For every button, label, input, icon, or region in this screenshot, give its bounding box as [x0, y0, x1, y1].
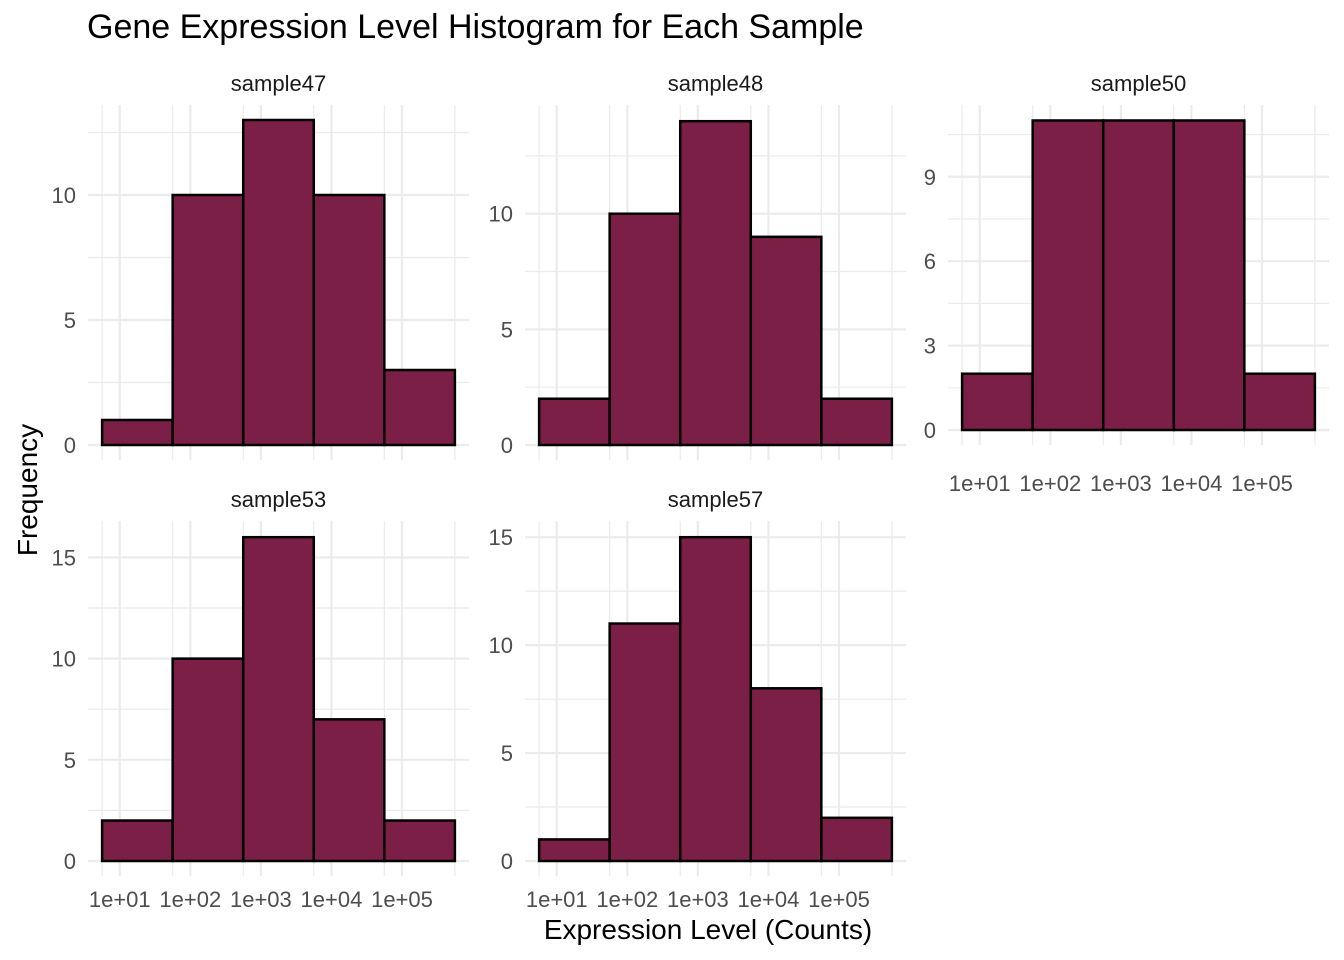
- histogram-bar: [171, 193, 245, 447]
- histogram-bar: [537, 397, 611, 447]
- x-tick-label: 1e+01: [89, 887, 151, 912]
- x-tick-label: 1e+01: [949, 471, 1011, 496]
- histogram-bar: [678, 535, 753, 863]
- histogram-bar: [100, 418, 174, 447]
- histogram-bar: [312, 718, 386, 863]
- histogram-bar: [1172, 119, 1246, 432]
- y-tick-label: 5: [64, 308, 76, 333]
- x-tick-label: 1e+05: [808, 887, 870, 912]
- x-tick-label: 1e+03: [230, 887, 292, 912]
- x-tick-label: 1e+04: [301, 887, 363, 912]
- x-tick-label: 1e+03: [667, 887, 729, 912]
- x-tick-label: 1e+02: [1019, 471, 1081, 496]
- facet-strip-label: sample50: [1091, 71, 1186, 96]
- y-tick-label: 10: [52, 647, 76, 672]
- histogram-bar: [383, 819, 457, 863]
- histogram-bar: [608, 622, 682, 863]
- x-tick-label: 1e+04: [738, 887, 800, 912]
- histogram-bar: [241, 535, 316, 863]
- y-tick-label: 5: [501, 317, 513, 342]
- histogram-bar: [1031, 119, 1105, 432]
- panel-sample50: sample50 0 3 6 9 1e+01 1e+02 1e+03 1e+04 1e+05: [924, 71, 1329, 496]
- y-tick-label: 0: [64, 433, 76, 458]
- histogram-bar: [241, 118, 316, 447]
- histogram-bar: [383, 368, 457, 447]
- panel-sample53: sample53 0 5 10 15 1e+01 1e+02 1e+03 1e+04 1e+05: [52, 487, 469, 912]
- histogram-bar: [820, 397, 894, 447]
- y-tick-label: 9: [924, 165, 936, 190]
- facet-panels: sample47 0 5 10 sample48 0 5 10 sample50 0 3 6 9 1e+0…: [52, 71, 1329, 912]
- histogram-bar: [171, 657, 245, 863]
- x-tick-label: 1e+02: [596, 887, 658, 912]
- x-tick-label: 1e+04: [1161, 471, 1223, 496]
- y-tick-label: 0: [924, 418, 936, 443]
- histogram-bar: [537, 838, 611, 863]
- x-axis-title: Expression Level (Counts): [544, 914, 872, 945]
- histogram-bar: [312, 193, 386, 447]
- y-tick-label: 15: [489, 525, 513, 550]
- histogram-bar: [820, 816, 894, 863]
- y-axis-title: Frequency: [12, 424, 43, 556]
- panel-sample47: sample47 0 5 10: [52, 71, 469, 460]
- histogram-bar: [749, 235, 823, 447]
- chart-title: Gene Expression Level Histogram for Each…: [87, 8, 864, 46]
- y-tick-label: 5: [64, 748, 76, 773]
- facet-strip-label: sample48: [668, 71, 763, 96]
- y-tick-label: 15: [52, 545, 76, 570]
- x-tick-label: 1e+02: [159, 887, 221, 912]
- histogram-bar: [678, 119, 753, 447]
- histogram-bar: [1101, 119, 1176, 432]
- x-tick-label: 1e+03: [1090, 471, 1152, 496]
- x-tick-label: 1e+05: [1231, 471, 1293, 496]
- panel-sample57: sample57 0 5 10 15 1e+01 1e+02 1e+03 1e+04 1e+05: [489, 487, 906, 912]
- panel-sample48: sample48 0 5 10: [489, 71, 906, 460]
- y-tick-label: 3: [924, 334, 936, 359]
- x-tick-label: 1e+05: [371, 887, 433, 912]
- y-tick-label: 0: [501, 433, 513, 458]
- y-tick-label: 10: [489, 633, 513, 658]
- y-tick-label: 5: [501, 741, 513, 766]
- y-tick-label: 10: [489, 202, 513, 227]
- x-tick-label: 1e+01: [526, 887, 588, 912]
- histogram-bar: [100, 819, 174, 863]
- histogram-bar: [749, 687, 823, 863]
- facet-strip-label: sample57: [668, 487, 763, 512]
- y-tick-label: 0: [64, 849, 76, 874]
- y-tick-label: 0: [501, 849, 513, 874]
- facet-strip-label: sample47: [231, 71, 326, 96]
- y-tick-label: 10: [52, 183, 76, 208]
- histogram-bar: [1243, 372, 1317, 432]
- histogram-bar: [960, 372, 1034, 432]
- facet-strip-label: sample53: [231, 487, 326, 512]
- histogram-bar: [608, 212, 682, 447]
- y-tick-label: 6: [924, 249, 936, 274]
